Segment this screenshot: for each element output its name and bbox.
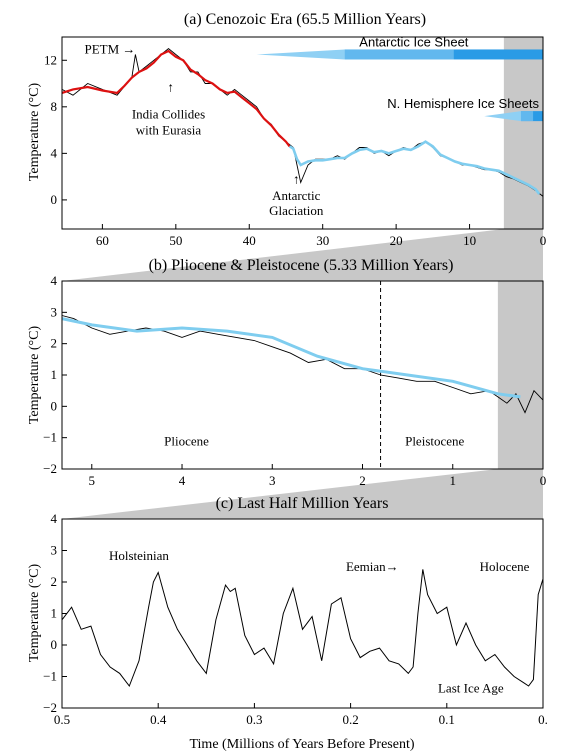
- panel-c-frame: [61, 518, 544, 709]
- panel-a: (a) Cenozoic Era (65.5 Million Years) An…: [27, 11, 546, 248]
- highlight-band-a: [503, 37, 543, 229]
- panel-a-xtick-label-4: 20: [390, 233, 403, 248]
- india-arrow-icon: ↑: [167, 80, 174, 95]
- zoom-connector-a-b: [62, 229, 543, 281]
- panel-a-ylabel: Temperature (°C): [27, 83, 42, 182]
- panel-a-annotation-3: Antarctic: [272, 188, 321, 203]
- panel-a-ytick-label-1: 4: [51, 145, 58, 160]
- ice-sheet-taper-1: [484, 111, 521, 122]
- panel-c-ytick-label-6: 4: [51, 511, 58, 526]
- panel-c-xlabel: Time (Millions of Years Before Present): [189, 737, 414, 752]
- panel-b-annotations: Pliocene Pleistocene: [164, 434, 464, 449]
- panel-b-smooth-line: [61, 317, 521, 399]
- ice-sheet-label-0: Antarctic Ice Sheet: [359, 34, 468, 49]
- panel-a-xtick-label-3: 30: [316, 233, 329, 248]
- panel-b-xtick-label-1: 4: [179, 473, 186, 488]
- panel-b-annotation-1: Pleistocene: [405, 434, 464, 449]
- panel-b-ytick-label-0: −2: [43, 461, 57, 476]
- highlight-band-b: [497, 281, 543, 469]
- panel-c-xtick-label-2: 0.3: [246, 712, 262, 727]
- panel-a-ytick-label-0: 0: [51, 192, 58, 207]
- panel-a-xtick-label-0: 60: [96, 233, 109, 248]
- panel-b-ylabel: Temperature (°C): [27, 326, 42, 425]
- ice-sheet-bar-shade-1: [520, 111, 534, 122]
- glaciation-arrow-icon: ↑: [293, 172, 300, 187]
- ice-sheet-bar-shade-0: [344, 49, 454, 60]
- panel-b-title: (b) Pliocene & Pleistocene (5.33 Million…: [149, 257, 454, 274]
- panel-b-xtick-label-2: 3: [269, 473, 276, 488]
- panel-c-xtick-label-1: 0.4: [150, 712, 167, 727]
- panel-a-ticks: 60 50 40 30 20 10 0 0 4 8 12: [44, 52, 546, 248]
- panel-c-ytick-label-1: −1: [43, 669, 57, 684]
- panel-c-ylabel: Temperature (°C): [27, 564, 42, 663]
- panel-c-ticks: 0.5 0.4 0.3 0.2 0.1 0. −2 −1 0 1 2 3 4: [43, 511, 548, 727]
- panel-b-ytick-label-3: 1: [51, 367, 58, 382]
- panel-a-raw-line: [61, 48, 544, 197]
- panel-a-smooth-early-line: [61, 49, 291, 148]
- panel-c-ytick-label-4: 2: [51, 574, 58, 589]
- panel-c-xtick-label-0: 0.5: [54, 712, 70, 727]
- panel-b-frame: [61, 280, 544, 470]
- panel-b-ytick-label-1: −1: [43, 430, 57, 445]
- panel-b-xtick-label-3: 2: [359, 473, 366, 488]
- panel-c-xtick-label-5: 0.: [538, 712, 548, 727]
- panel-b-ytick-label-5: 3: [51, 304, 58, 319]
- panel-b-ticks: 5 4 3 2 1 0 −2 −1 0 1 2 3 4: [43, 273, 546, 488]
- ice-sheet-bars: Antarctic Ice Sheet N. Hemisphere Ice She…: [256, 34, 543, 122]
- panel-c-annotation-0: Holsteinian: [109, 548, 169, 563]
- panel-a-ytick-label-3: 12: [44, 52, 57, 67]
- panel-c: (c) Last Half Million Years 0.5 0.4 0.3 0.2…: [27, 495, 548, 752]
- panel-b-ytick-label-6: 4: [51, 273, 58, 288]
- panel-b-xtick-label-0: 5: [89, 473, 96, 488]
- panel-c-ytick-label-0: −2: [43, 700, 57, 715]
- panel-b: (b) Pliocene & Pleistocene (5.33 Million…: [27, 257, 546, 488]
- panel-c-xtick-label-4: 0.1: [439, 712, 455, 727]
- panel-a-annotation-1: India Collides: [132, 106, 205, 121]
- ice-sheet-label-1: N. Hemisphere Ice Sheets: [387, 96, 539, 111]
- panel-c-ytick-label-2: 0: [51, 637, 58, 652]
- panel-a-ytick-label-2: 8: [51, 99, 58, 114]
- panel-a-annotation-0: PETM →: [85, 41, 136, 56]
- panel-a-xtick-label-1: 50: [169, 233, 182, 248]
- panel-a-annotations: PETM → India Collides with Eurasia Antarcti…: [85, 41, 324, 218]
- panel-b-xtick-label-5: 0: [540, 473, 547, 488]
- panel-c-annotation-2: Holocene: [480, 559, 530, 574]
- panel-c-annotation-1: Eemian→: [346, 559, 399, 574]
- panel-c-xtick-label-3: 0.2: [342, 712, 358, 727]
- panel-a-smooth-late-line: [288, 140, 541, 195]
- panel-a-xtick-label-5: 10: [463, 233, 476, 248]
- panel-c-title: (c) Last Half Million Years: [216, 495, 389, 512]
- panel-b-xtick-label-4: 1: [450, 473, 457, 488]
- ice-sheet-taper-0: [256, 49, 345, 60]
- panel-a-xtick-label-2: 40: [243, 233, 256, 248]
- panel-b-annotation-0: Pliocene: [164, 434, 209, 449]
- panel-a-xtick-label-6: 0: [540, 233, 547, 248]
- panel-c-annotation-3: Last Ice Age: [438, 680, 504, 695]
- panel-a-title: (a) Cenozoic Era (65.5 Million Years): [184, 11, 426, 28]
- panel-c-raw-line: [61, 569, 544, 688]
- panel-b-ytick-label-2: 0: [51, 398, 58, 413]
- panel-a-frame: [61, 36, 544, 230]
- panel-a-annotation-4: Glaciation: [269, 203, 324, 218]
- panel-a-annotation-2: with Eurasia: [136, 123, 202, 138]
- zoom-connector-b-c: [62, 469, 543, 519]
- panel-c-ytick-label-5: 3: [51, 543, 58, 558]
- panel-c-annotations: Holsteinian Eemian→ Holocene Last Ice Age: [109, 548, 530, 695]
- panel-b-ytick-label-4: 2: [51, 336, 58, 351]
- panel-c-ytick-label-3: 1: [51, 606, 58, 621]
